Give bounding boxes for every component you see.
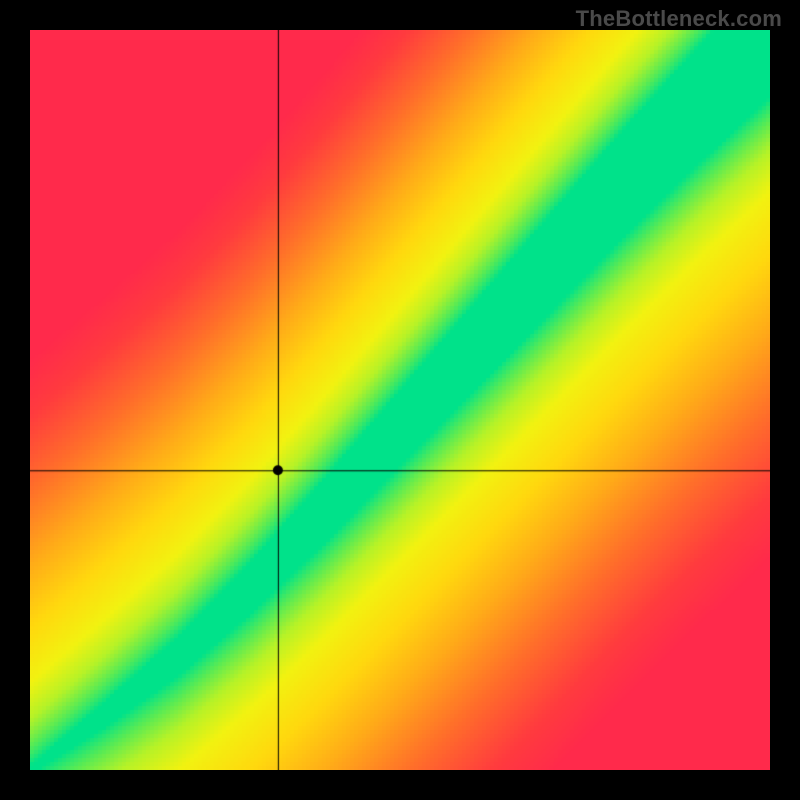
bottleneck-heatmap-canvas	[30, 30, 770, 770]
chart-frame: TheBottleneck.com	[0, 0, 800, 800]
watermark-label: TheBottleneck.com	[576, 6, 782, 32]
